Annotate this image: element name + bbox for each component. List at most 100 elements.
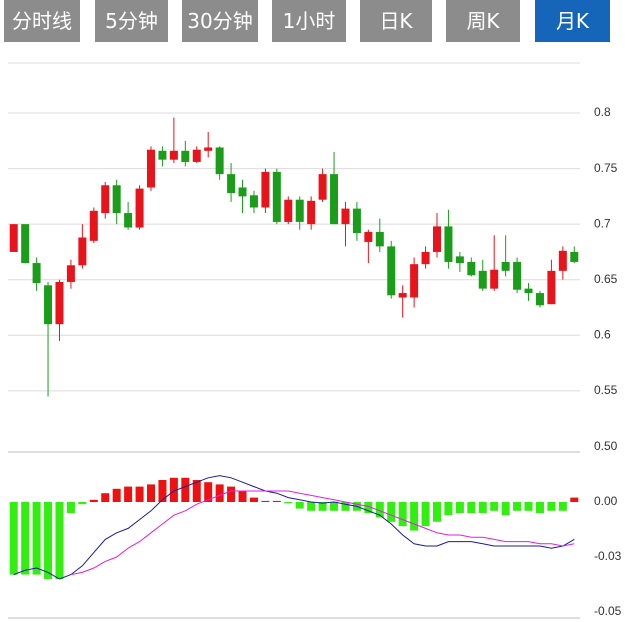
candle-body [501, 261, 510, 271]
macd-bar [78, 502, 87, 505]
candle-body [364, 231, 373, 242]
y-tick-label: 0.55 [594, 383, 618, 397]
macd-bar [249, 497, 258, 502]
y-tick-label: 0.6 [594, 327, 611, 341]
candle-body [21, 224, 30, 264]
candle-body [169, 150, 178, 160]
candle-body [32, 263, 41, 284]
macd-bar [238, 491, 247, 502]
macd-bar [32, 502, 41, 575]
macd-bar [204, 482, 213, 502]
tab[interactable]: 1小时 [272, 0, 346, 42]
candle-body [455, 256, 464, 264]
y-tick-label: 0.50 [594, 439, 618, 453]
macd-bar [501, 502, 510, 516]
macd-bar [89, 499, 98, 502]
macd-line [70, 490, 575, 576]
candle-body [158, 150, 167, 160]
macd-bar [192, 480, 201, 502]
macd-bar [284, 502, 293, 504]
candle-body [535, 293, 544, 306]
macd-bar [364, 502, 373, 513]
tab[interactable]: 周K [446, 0, 520, 42]
candle-body [101, 185, 110, 214]
macd-bar [570, 497, 579, 502]
macd-bar [112, 488, 121, 502]
candle-body [307, 200, 316, 225]
candle-body [124, 213, 133, 228]
macd-bar [455, 502, 464, 513]
macd-bar [181, 477, 190, 502]
candle-body [433, 226, 441, 252]
candle-body [55, 281, 64, 325]
tab[interactable]: 月K [535, 0, 610, 42]
macd-bar [135, 486, 144, 502]
candle-body [78, 237, 87, 266]
macd-bar [387, 502, 396, 522]
candle-body [238, 187, 247, 197]
y-tick-label: -0.03 [594, 549, 622, 563]
macd-bar [21, 502, 30, 575]
candle-body [387, 246, 396, 296]
macd-bar [490, 502, 499, 511]
candle-body [147, 149, 155, 188]
macd-bar [169, 477, 178, 502]
candle-body [318, 174, 327, 200]
macd-bar [467, 502, 476, 513]
candle-body [227, 174, 236, 194]
candle-body [181, 150, 190, 162]
macd-bar [124, 486, 133, 502]
macd-bar [307, 502, 316, 511]
candle-body [570, 251, 579, 262]
macd-line [13, 475, 575, 580]
macd-bar [55, 502, 64, 579]
macd-bar [318, 502, 327, 511]
tab[interactable]: 分时线 [4, 0, 80, 42]
macd-bar [44, 502, 53, 579]
candle-body [547, 270, 556, 305]
candle-body [398, 293, 407, 298]
y-tick-label: 0.8 [594, 105, 611, 119]
candle-body [330, 174, 339, 225]
candle-body [524, 288, 533, 294]
candle-body [352, 208, 361, 234]
tab[interactable]: 30分钟 [182, 0, 258, 42]
macd-bar [158, 480, 167, 502]
candle-body [478, 270, 487, 289]
candle-body [249, 195, 258, 208]
candle-body [410, 264, 419, 298]
macd-bar [330, 502, 339, 511]
macd-bar [227, 486, 236, 502]
candle-body [341, 208, 350, 225]
candle-body [261, 171, 270, 208]
candle-body [192, 149, 201, 162]
macd-bar [444, 502, 453, 516]
macd-bar [375, 502, 384, 518]
macd-bar [101, 493, 110, 502]
macd-bar [410, 502, 419, 531]
macd-bar [341, 502, 350, 511]
macd-bar [66, 502, 75, 513]
macd-bar [295, 502, 304, 509]
candle-body [284, 199, 293, 222]
macd-bar [524, 502, 533, 511]
candle-body [375, 231, 384, 247]
candle-body [204, 147, 213, 151]
macd-bar [478, 502, 487, 513]
tab[interactable]: 日K [360, 0, 432, 42]
macd-bar [147, 484, 155, 502]
y-tick-label: 0.75 [594, 161, 618, 175]
candle-body [272, 171, 281, 222]
candle-body [467, 261, 476, 276]
macd-bar [261, 500, 270, 502]
macd-bar [215, 484, 224, 502]
candle-body [9, 224, 18, 252]
macd-bar [535, 502, 544, 513]
macd-bar [9, 502, 18, 575]
y-tick-label: 0.00 [594, 494, 618, 508]
macd-bar [558, 502, 567, 511]
y-tick-label: 0.65 [594, 272, 618, 286]
candle-body [513, 261, 522, 290]
tab[interactable]: 5分钟 [95, 0, 168, 42]
